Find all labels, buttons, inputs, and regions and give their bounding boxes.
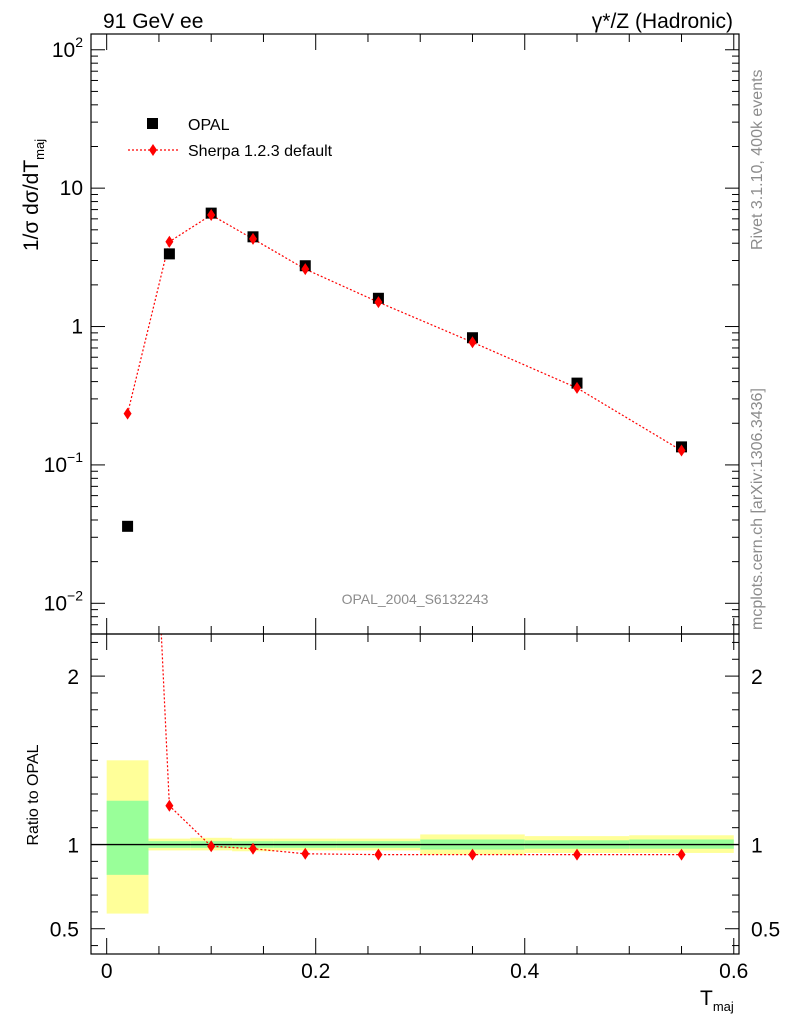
main-y-tick-label: 1 <box>71 316 83 339</box>
main-y-tick-label: 10−1 <box>44 449 84 477</box>
legend: OPAL Sherpa 1.2.3 default <box>128 117 333 160</box>
ratio-sherpa-point <box>207 840 216 853</box>
sherpa-point <box>468 336 477 349</box>
main-y-tick-label: 102 <box>52 34 83 62</box>
main-y-axis-label-sub: maj <box>32 139 47 160</box>
ratio-y-tick-label-right: 0.5 <box>751 919 780 942</box>
main-y-tick-label: 10 <box>60 177 83 200</box>
sherpa-point <box>374 296 383 309</box>
sherpa-point <box>123 407 132 420</box>
legend-opal-label: OPAL <box>188 117 230 134</box>
x-tick-label: 0 <box>101 960 113 983</box>
ratio-sherpa-point <box>573 848 581 861</box>
main-y-tick-label-base: 10 <box>60 177 83 200</box>
sherpa-point <box>573 381 581 394</box>
ratio-y-axis-label: Ratio to OPAL <box>25 744 42 845</box>
legend-sherpa-marker <box>149 144 157 156</box>
main-y-tick-label-exp: −2 <box>67 587 83 603</box>
sherpa-point <box>301 263 310 276</box>
mcplots-label: mcplots.cern.ch [arXiv:1306.3436] <box>749 388 766 630</box>
main-y-tick-label-base: 10 <box>44 592 67 615</box>
analysis-id-label: OPAL_2004_S6132243 <box>342 591 489 607</box>
ratio-plot-frame <box>90 633 740 955</box>
main-y-tick-label-exp: −1 <box>67 449 83 465</box>
ratio-y-tick-label: 0.5 <box>50 919 79 942</box>
sherpa-point <box>677 444 686 457</box>
sherpa-point <box>249 232 257 245</box>
ratio-y-tick-label-right: 1 <box>751 835 763 858</box>
ratio-sherpa-point <box>677 848 686 861</box>
main-y-tick-label: 10−2 <box>44 587 84 615</box>
ratio-y-tick-label-right: 2 <box>751 666 763 689</box>
sherpa-point <box>165 235 174 248</box>
main-y-axis-label-text: 1/σ dσ/dT <box>20 160 43 251</box>
opal-point <box>122 520 134 532</box>
ratio-y-tick-label: 2 <box>67 666 79 689</box>
x-tick-label: 0.2 <box>301 960 330 983</box>
x-axis-label-text: T <box>700 987 713 1010</box>
svg-text:1/σ dσ/dTmaj: 1/σ dσ/dTmaj <box>20 139 47 251</box>
x-axis-label-sub: maj <box>713 999 734 1014</box>
main-y-tick-label-exp: 2 <box>75 34 83 50</box>
main-y-axis-label: 1/σ dσ/dTmaj <box>20 139 47 251</box>
sherpa-point <box>207 208 216 221</box>
rivet-version-label: Rivet 3.1.10, 400k events <box>749 69 766 250</box>
ratio-sherpa-point <box>468 848 477 861</box>
ratio-sherpa-point <box>374 848 383 861</box>
main-y-tick-label-base: 10 <box>52 39 75 62</box>
ratio-y-tick-label: 1 <box>67 835 79 858</box>
x-tick-label: 0.4 <box>510 960 540 983</box>
header-right-label: γ*/Z (Hadronic) <box>592 10 733 33</box>
main-y-tick-label-base: 10 <box>44 454 67 477</box>
x-axis-label: Tmaj <box>700 987 734 1014</box>
legend-sherpa-label: Sherpa 1.2.3 default <box>188 143 333 160</box>
legend-opal-marker <box>147 118 158 129</box>
main-y-tick-label-base: 1 <box>71 316 83 339</box>
ratio-sherpa-point <box>301 847 310 860</box>
x-tick-label: 0.6 <box>719 960 748 983</box>
ratio-sherpa-point <box>249 842 257 855</box>
sherpa-line <box>126 214 682 452</box>
opal-point <box>163 248 175 260</box>
ratio-sherpa-point <box>165 799 174 812</box>
ratio-band-green <box>106 800 149 875</box>
header-left-label: 91 GeV ee <box>103 10 203 33</box>
